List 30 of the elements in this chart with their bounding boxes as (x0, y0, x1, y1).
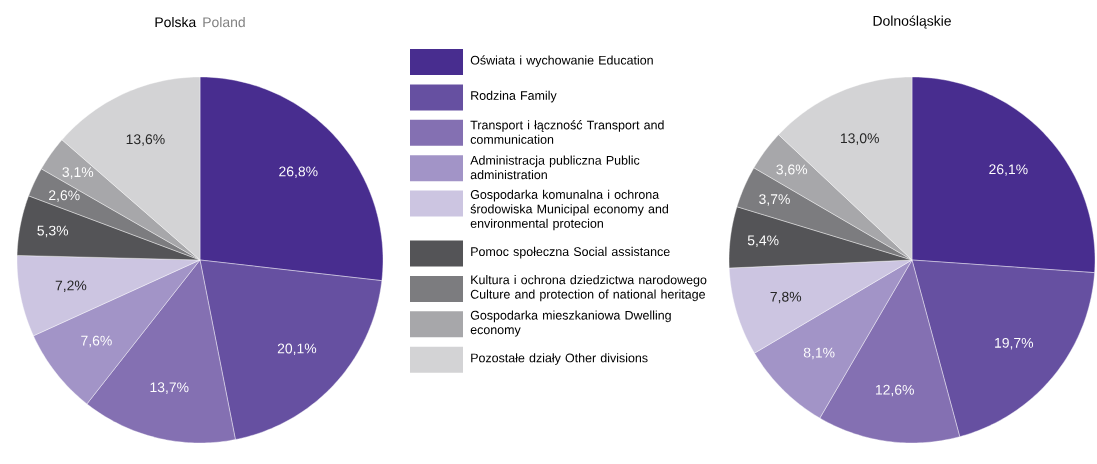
data-label: 13,0% (840, 133, 879, 145)
data-label: 3,1% (62, 167, 94, 179)
data-label: 3,7% (759, 194, 790, 206)
legend-label: Oświata i wychowanie Education (470, 55, 653, 68)
data-label: 7,6% (81, 335, 112, 348)
legend-label: Transport i łączność Transport and communication (470, 120, 664, 144)
data-label: 19,7% (995, 337, 1034, 350)
data-label: 3,6% (776, 164, 808, 177)
data-label: 20,1% (277, 343, 317, 356)
chart-subtitle: Poland (203, 16, 245, 28)
data-label: 5,3% (37, 225, 69, 238)
data-label: 7,8% (770, 291, 802, 304)
data-label: 8,1% (803, 347, 835, 360)
data-label: 7,2% (55, 280, 87, 293)
data-label: 13,7% (150, 382, 189, 394)
data-label: 26,8% (279, 166, 318, 179)
legend-label: Administracja publiczna Public administration (470, 155, 640, 180)
legend-label: Rodzina Family (471, 90, 557, 103)
data-label: 2,6% (49, 190, 80, 202)
data-label: 26,1% (989, 164, 1028, 176)
legend-label: Kultura i ochrona dziedzictwa narodowego Culture and protection of national heritage (470, 275, 707, 302)
legend-label: Gospodarka mieszkaniowa Dwelling economy (470, 310, 671, 337)
legend-label: Pomoc społeczna Social assistance (471, 246, 670, 259)
data-label: 12,6% (875, 384, 914, 397)
legend-label: Pozostałe działy Other divisions (471, 353, 648, 365)
chart-title: Dolnośląskie (873, 15, 951, 29)
data-label: 13,6% (126, 134, 165, 146)
chart-title: Polska (155, 16, 197, 28)
data-label: 5,4% (747, 235, 779, 247)
legend-label: Gospodarka komunalna i ochrona środowiska Municipal economy and environmental protecion (470, 189, 669, 231)
